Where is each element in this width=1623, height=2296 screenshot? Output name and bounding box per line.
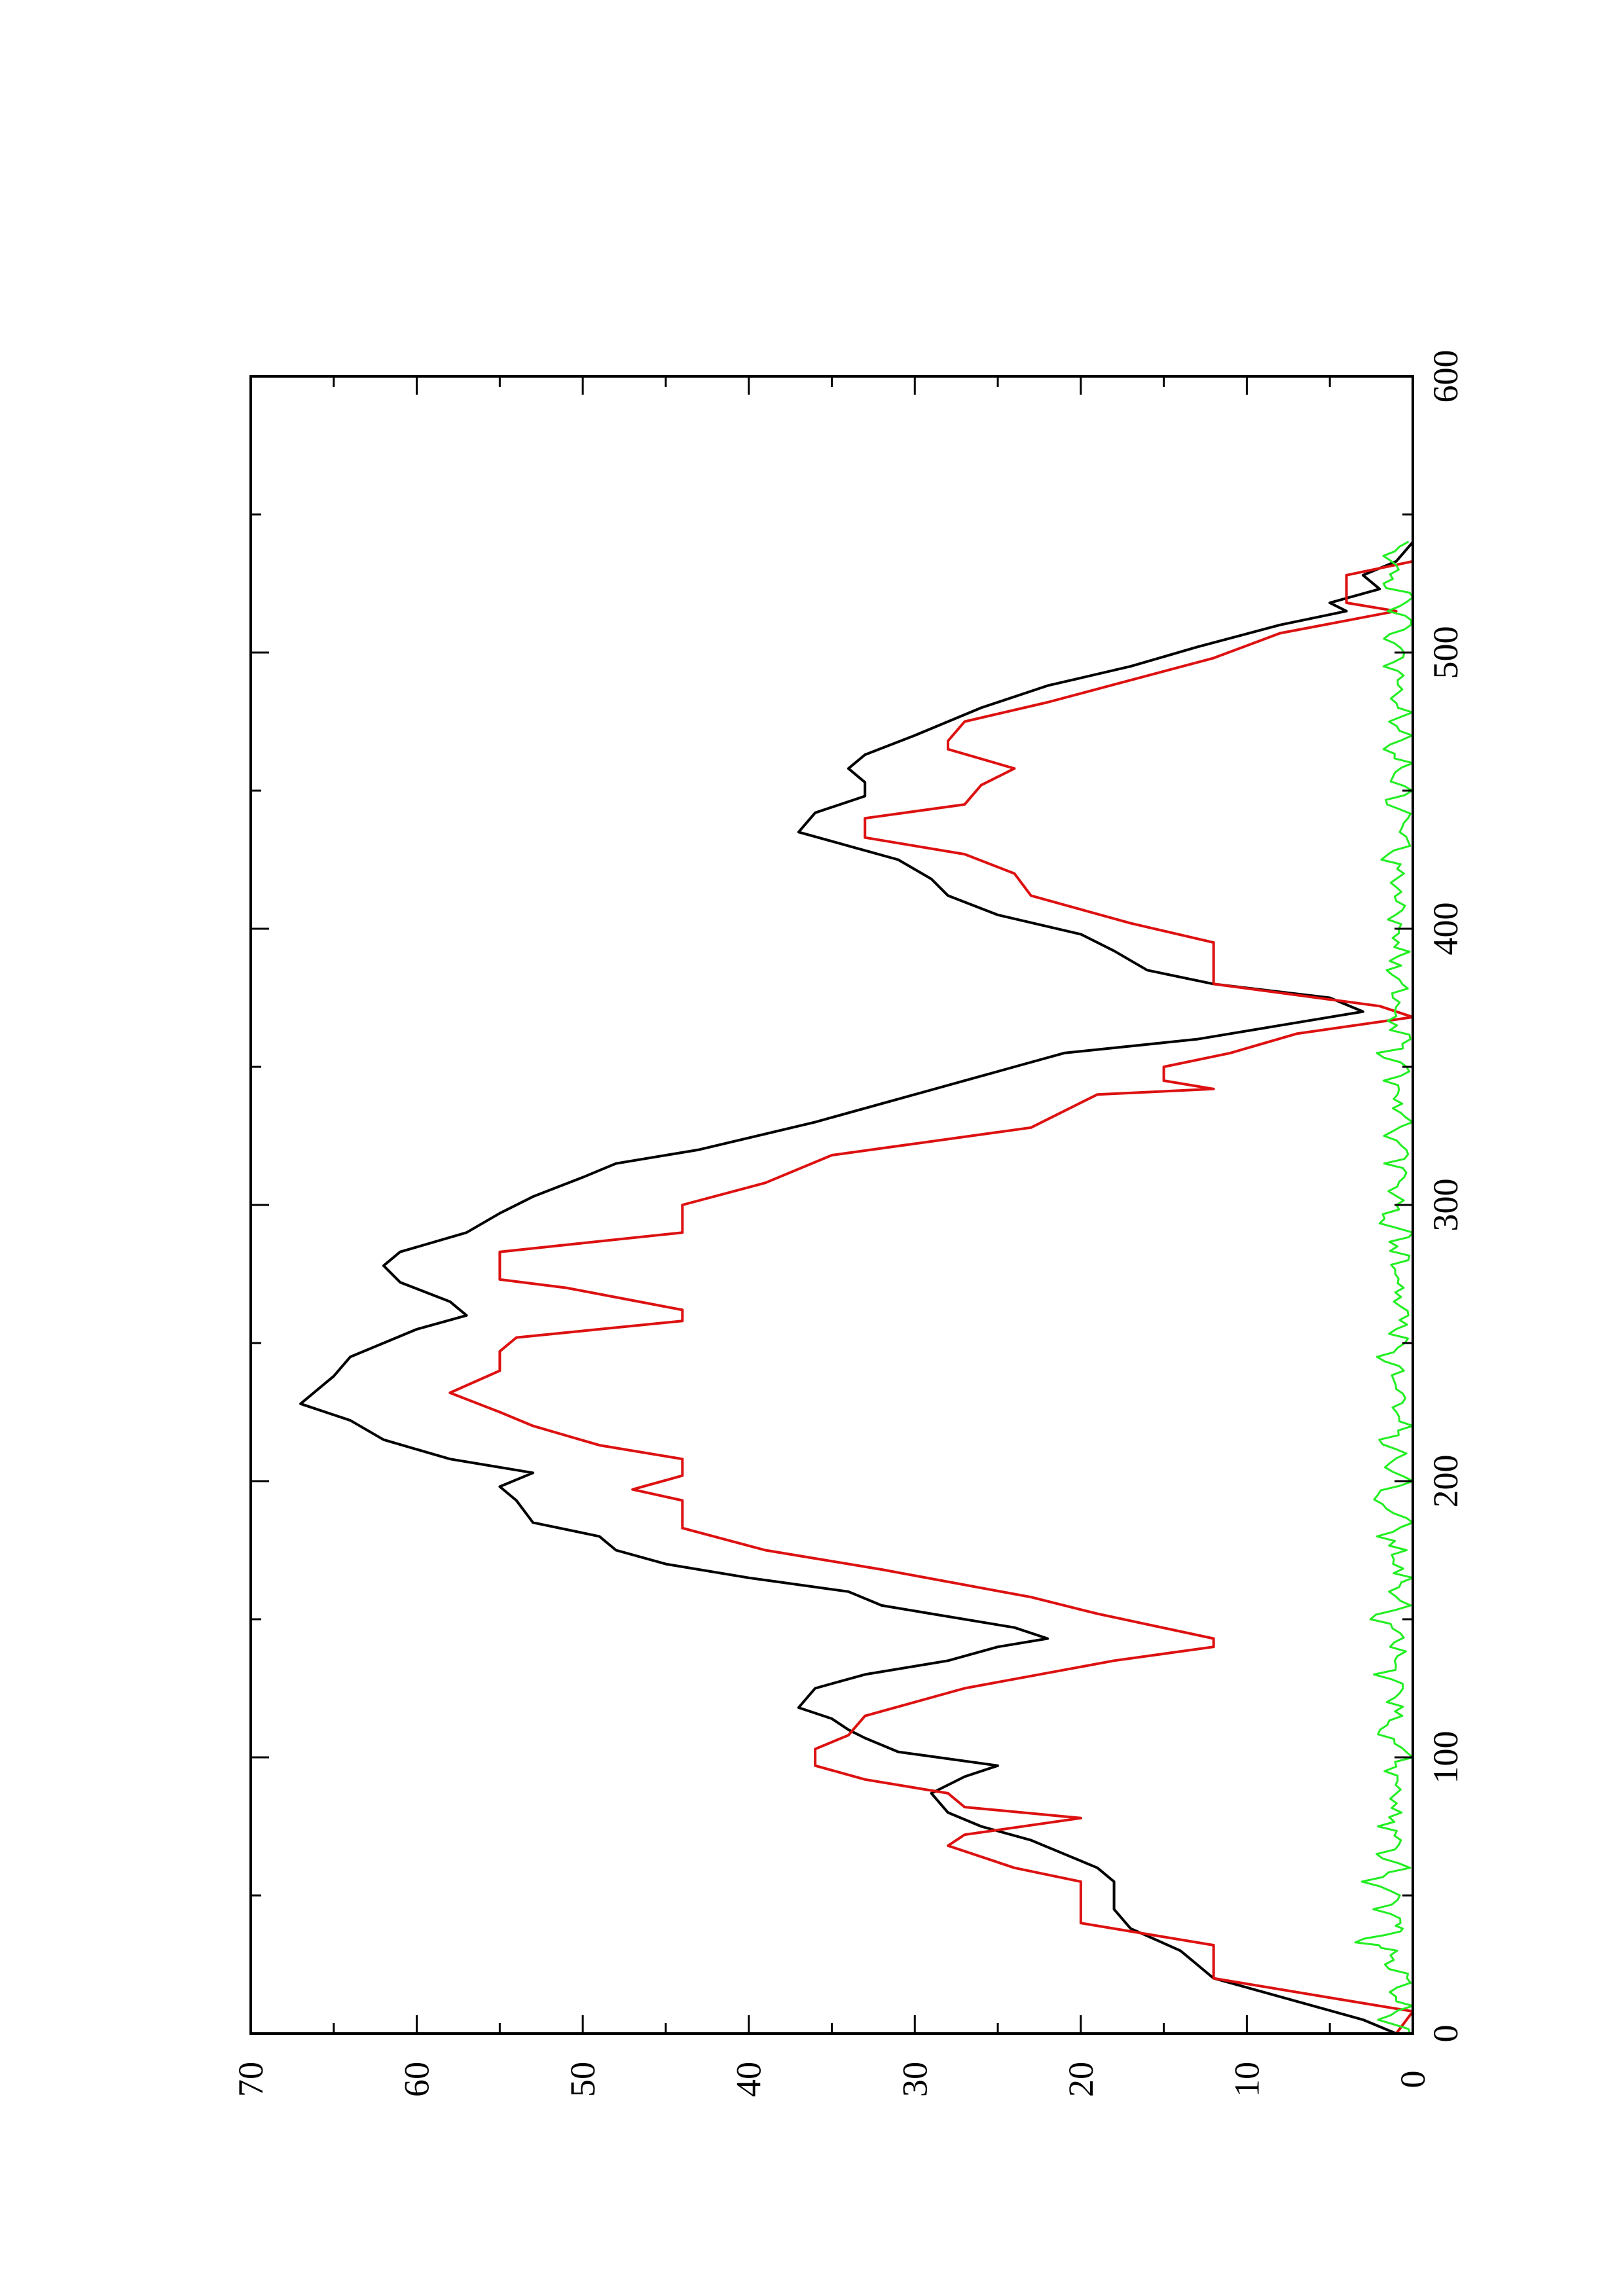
label-layer: 0 100 200 300 400 500 600 0 10 20 30 40 50 60 70 <box>231 350 1465 2098</box>
y-tick-label: 30 <box>895 2062 934 2097</box>
series-line-2 <box>1354 541 1414 2035</box>
series-line-0 <box>299 541 1414 2035</box>
y-tick-label: 50 <box>563 2062 602 2097</box>
x-tick-label: 600 <box>1426 350 1465 403</box>
tick-layer <box>249 375 1414 2035</box>
x-tick-label: 100 <box>1426 1731 1465 1784</box>
y-tick-label: 40 <box>729 2062 769 2097</box>
y-tick-label: 70 <box>231 2062 270 2097</box>
x-tick-label: 400 <box>1426 903 1465 956</box>
y-tick-label: 60 <box>397 2062 437 2097</box>
x-tick-label: 300 <box>1426 1179 1465 1232</box>
series-line-1 <box>448 560 1414 2035</box>
series-layer <box>299 541 1414 2035</box>
y-tick-label: 10 <box>1227 2062 1266 2097</box>
y-tick-label: 20 <box>1061 2062 1101 2097</box>
x-tick-label: 200 <box>1426 1455 1465 1508</box>
x-tick-label: 0 <box>1426 2025 1465 2043</box>
x-tick-label: 500 <box>1426 626 1465 679</box>
y-tick-label: 0 <box>1393 2071 1432 2089</box>
